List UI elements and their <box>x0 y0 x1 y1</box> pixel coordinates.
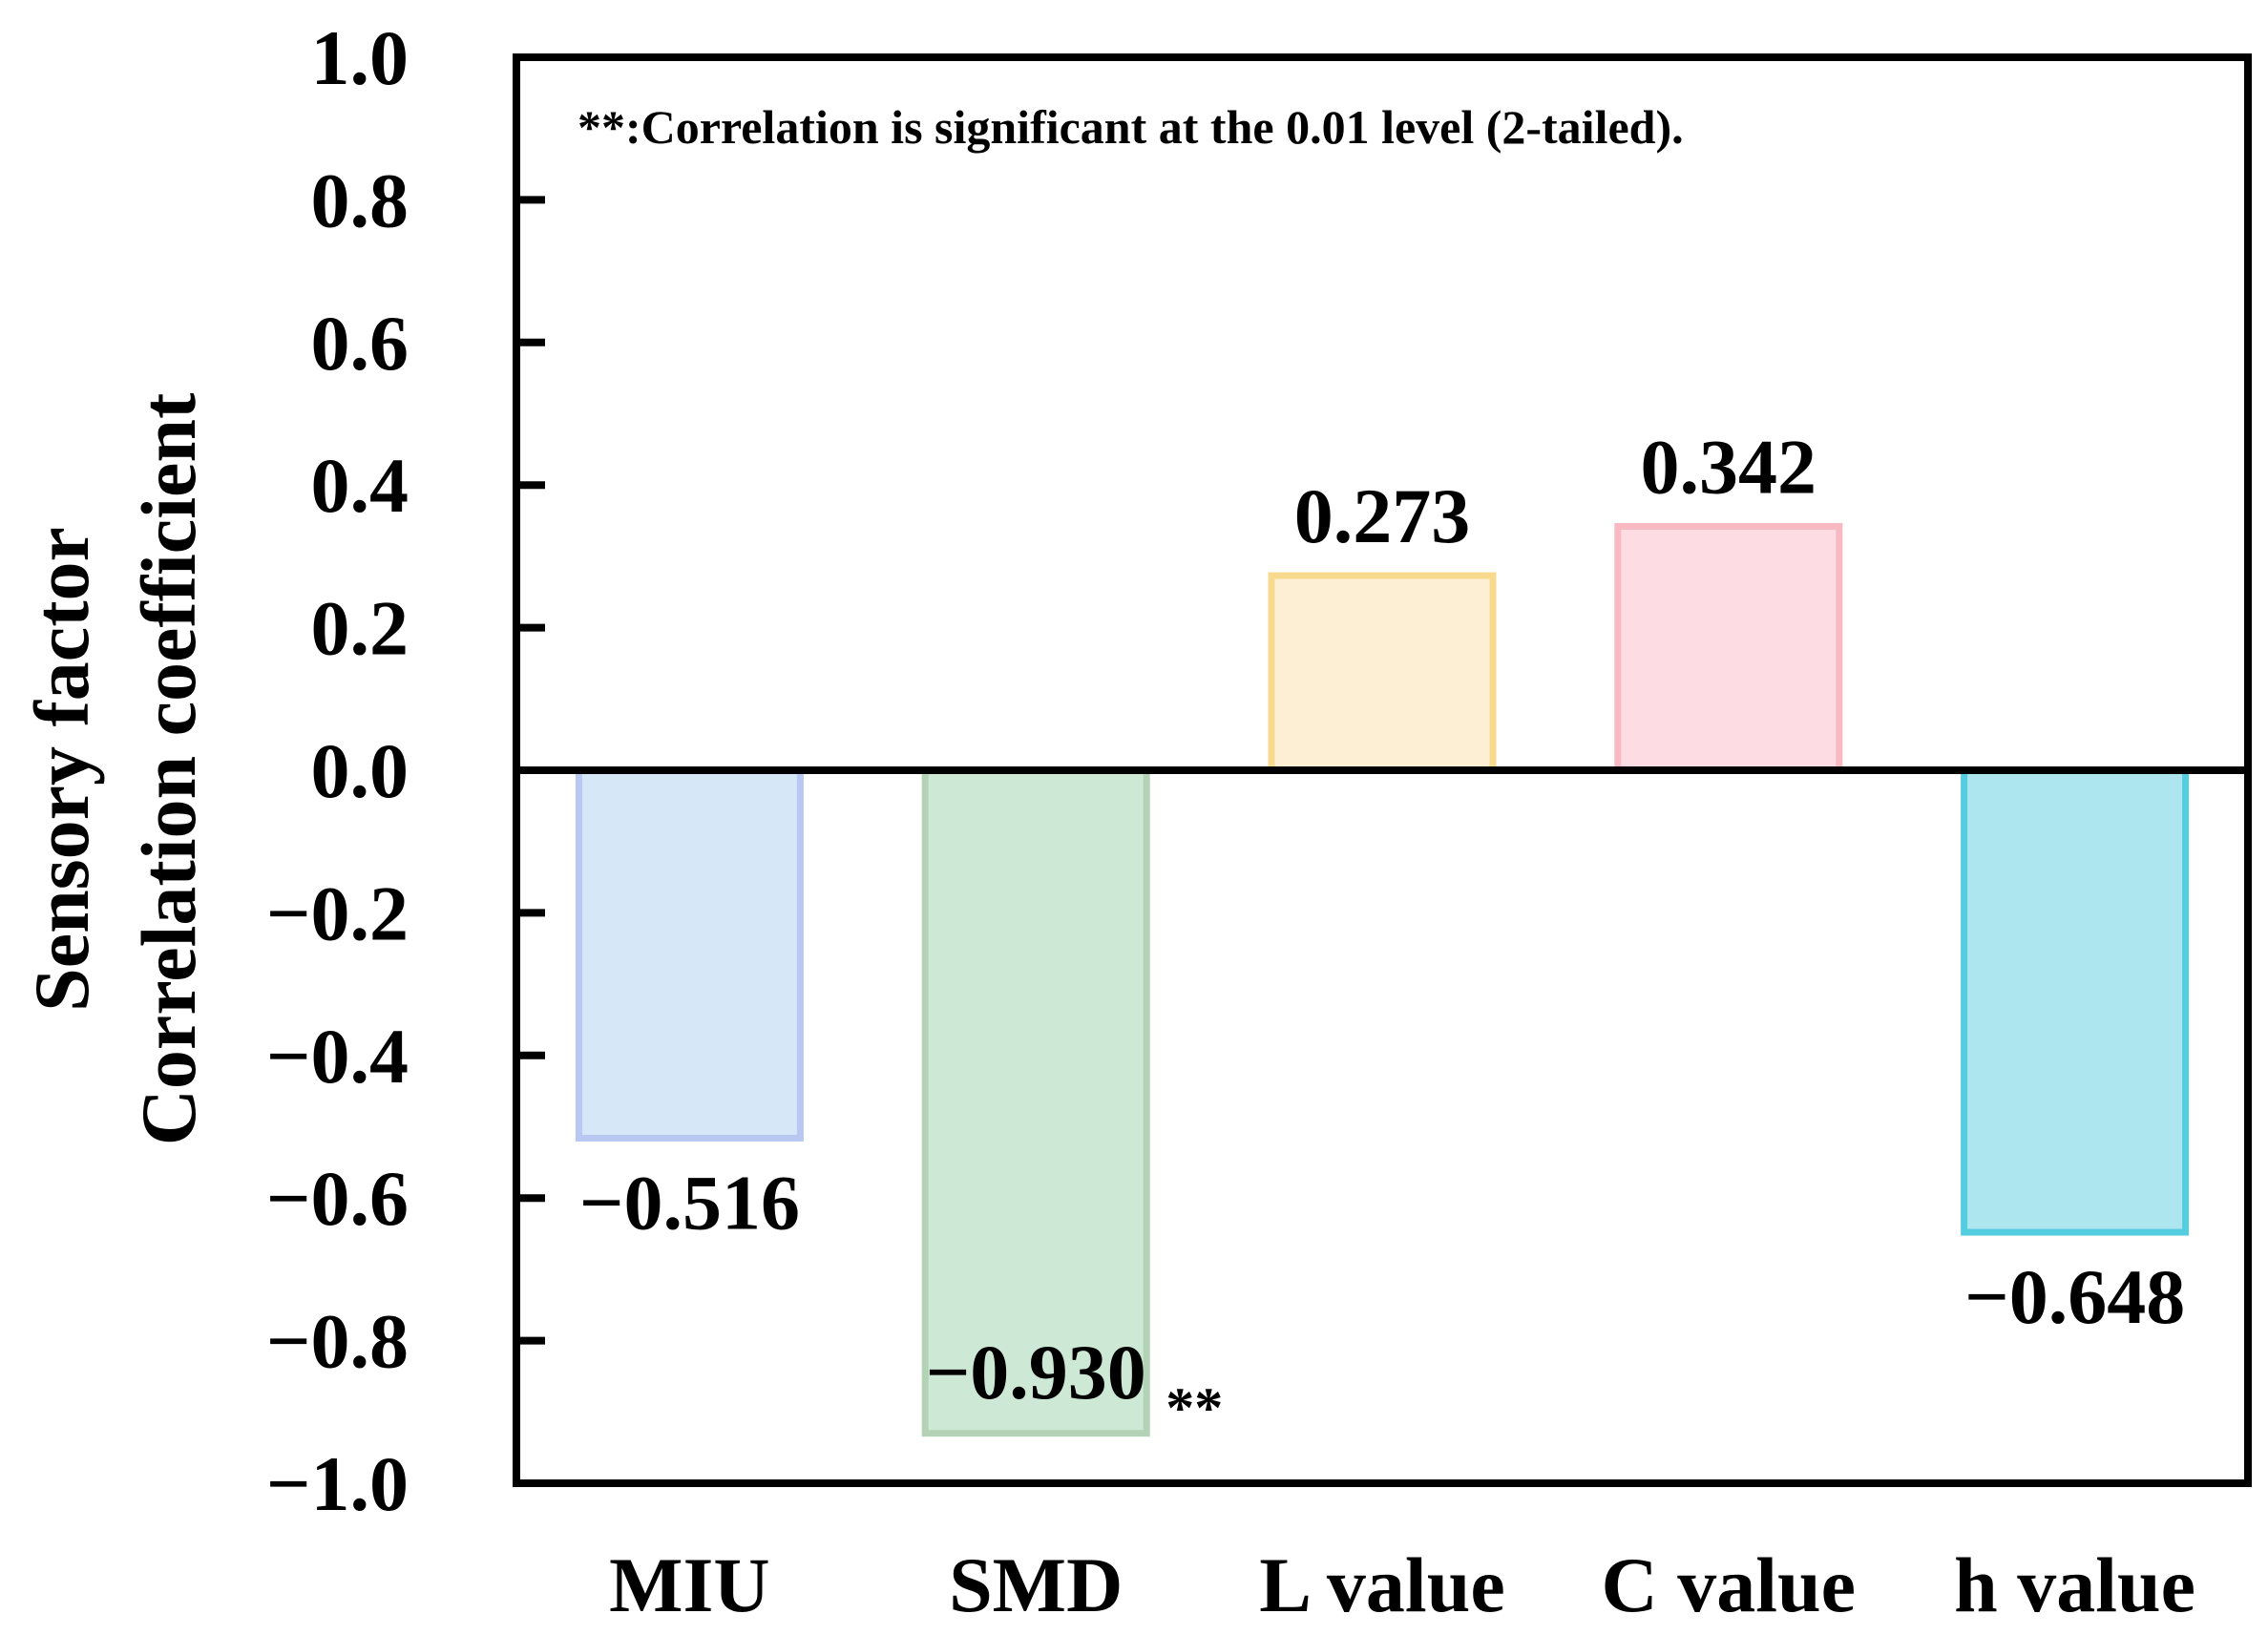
y-tick-label: −0.2 <box>266 870 409 956</box>
bar-h-value <box>1961 766 2190 1236</box>
y-tick-label: −0.6 <box>266 1155 409 1242</box>
y-tick-label: 0.6 <box>311 300 410 387</box>
y-tick-label: 0.2 <box>311 585 410 672</box>
bar-l-value <box>1268 572 1497 774</box>
y-ticks-layer: 1.0 0.8 0.6 0.4 0.2 0.0 −0.2 −0.4 −0.6 −0.8 −1.0 <box>266 14 545 1527</box>
value-label-miu: −0.516 <box>579 1159 800 1246</box>
labels-layer: MIU SMD L value C value h value −0.516 −0.930 *… <box>579 424 2195 1628</box>
y-tick-label: 0.4 <box>311 442 410 529</box>
x-category-label: L value <box>1259 1541 1504 1628</box>
y-tick-label: 0.0 <box>311 727 410 814</box>
bar-smd <box>921 766 1150 1437</box>
bar-miu <box>575 766 804 1142</box>
x-category-label: MIU <box>609 1541 770 1628</box>
bar-c-value <box>1614 523 1843 774</box>
y-tick-label: 0.8 <box>311 157 410 243</box>
y-tick-label: 1.0 <box>311 14 410 101</box>
value-label-smd: −0.930 <box>926 1329 1146 1415</box>
significance-note: **:Correlation is significant at the 0.0… <box>578 100 1684 154</box>
y-tick-label: −0.4 <box>266 1013 409 1100</box>
x-category-label: C value <box>1602 1541 1857 1628</box>
value-label-c-value: 0.342 <box>1641 424 1817 511</box>
y-axis-title-line-2: Correlation coefficient <box>125 393 212 1146</box>
y-tick-label: −0.8 <box>266 1298 409 1385</box>
value-label-h-value: −0.648 <box>1964 1253 2185 1340</box>
bars-layer <box>575 523 2190 1437</box>
x-category-label: h value <box>1954 1541 2195 1628</box>
significance-marker: ** <box>1166 1376 1223 1439</box>
x-category-label: SMD <box>949 1541 1123 1628</box>
y-axis-title-line-1: Sensory factor <box>18 527 105 1012</box>
y-tick-label: −1.0 <box>266 1440 409 1527</box>
plot-frame <box>513 53 2252 1487</box>
value-label-l-value: 0.273 <box>1294 472 1471 559</box>
